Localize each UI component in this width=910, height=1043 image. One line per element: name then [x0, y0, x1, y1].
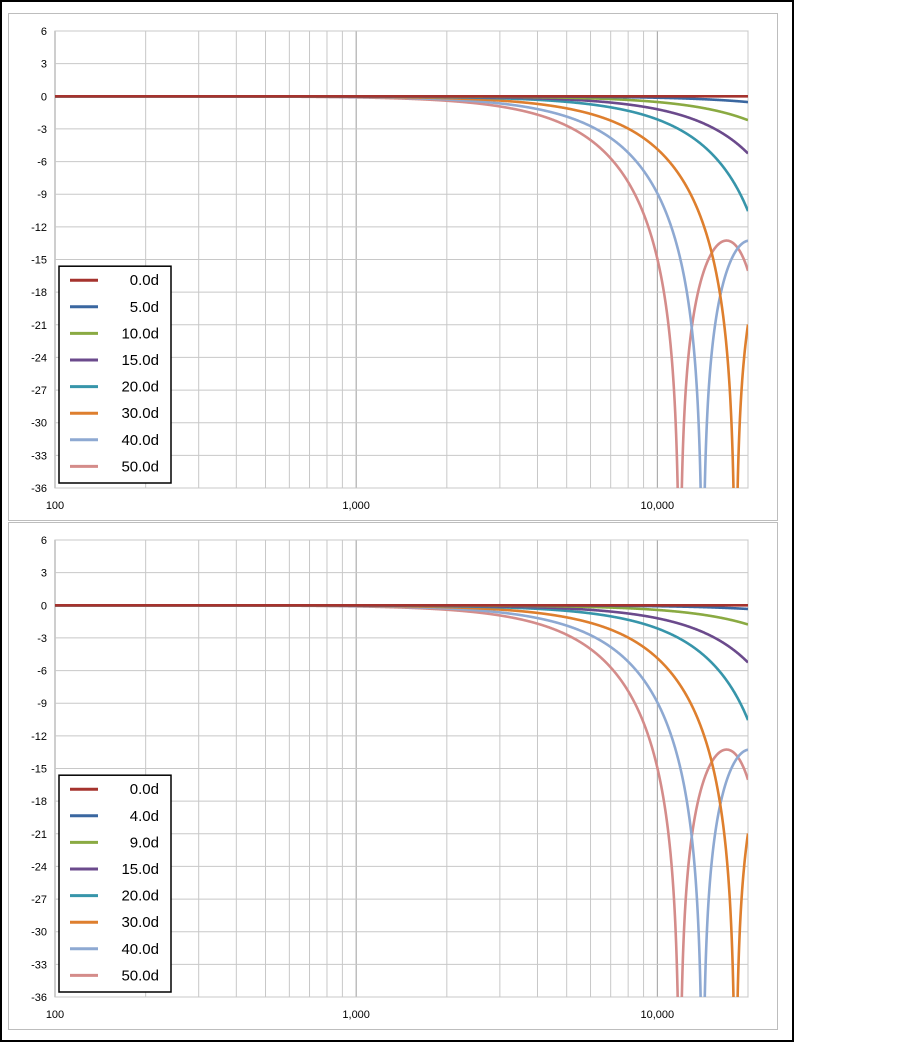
y-tick-label: -6 [37, 666, 47, 678]
y-tick-label: 6 [41, 26, 47, 38]
legend-label: 40.0d [121, 432, 159, 449]
legend-label: 30.0d [121, 405, 159, 422]
chart-1: 6 3 0 -3 -6 -9 -12 -15 -18 -21 -24 -27 -30 -33 -36 100 1… [31, 26, 749, 512]
y-tick-label: 0 [41, 600, 47, 612]
y-tick-label: -15 [31, 764, 47, 776]
y-tick-label: -21 [31, 320, 47, 332]
legend-label: 50.0d [121, 967, 159, 984]
x-tick-label: 1,000 [342, 500, 370, 512]
y-tick-label: -15 [31, 255, 47, 267]
y-tick-label: -36 [31, 992, 47, 1004]
x-tick-label: 100 [46, 500, 64, 512]
y-tick-label: 0 [41, 91, 47, 103]
y-tick-label: -36 [31, 483, 47, 495]
legend-label: 5.0d [130, 299, 159, 316]
y-tick-label: -21 [31, 829, 47, 841]
legend-label: 15.0d [121, 352, 159, 369]
y-tick-label: -24 [31, 861, 47, 873]
y-tick-label: -33 [31, 959, 47, 971]
legend-label: 20.0d [121, 379, 159, 396]
x-tick-label: 10,000 [641, 1009, 675, 1021]
legend-label: 0.0d [130, 272, 159, 289]
legend-label: 30.0d [121, 914, 159, 931]
legend-box [58, 774, 172, 993]
y-tick-label: -18 [31, 287, 47, 299]
x-tick-label: 100 [46, 1009, 64, 1021]
x-tick-label: 10,000 [641, 500, 675, 512]
y-tick-label: -9 [37, 698, 47, 710]
y-tick-label: -3 [37, 633, 47, 645]
legend: 0.0d 4.0d 9.0d 15.0d 20.0d 30.0d 40.0d 50.0d [58, 774, 172, 993]
legend-label: 15.0d [121, 861, 159, 878]
legend-label: 9.0d [130, 834, 159, 851]
y-tick-label: -12 [31, 731, 47, 743]
legend: 0.0d 5.0d 10.0d 15.0d 20.0d 30.0d 40.0d 50.0d [58, 265, 172, 484]
y-tick-label: -9 [37, 189, 47, 201]
y-tick-label: -33 [31, 450, 47, 462]
legend-label: 4.0d [130, 808, 159, 825]
chart-panel-2: 6 3 0 -3 -6 -9 -12 -15 -18 -21 -24 -27 -30 -33 -36 100 1… [8, 522, 778, 1030]
figure-frame: 6 3 0 -3 -6 -9 -12 -15 -18 -21 -24 -27 -30 -33 -36 100 1… [0, 0, 794, 1042]
y-tick-label: 6 [41, 535, 47, 547]
legend-label: 40.0d [121, 941, 159, 958]
legend-label: 10.0d [121, 325, 159, 342]
chart-2: 6 3 0 -3 -6 -9 -12 -15 -18 -21 -24 -27 -30 -33 -36 100 1… [31, 535, 749, 1021]
y-tick-label: -27 [31, 385, 47, 397]
y-tick-label: -3 [37, 124, 47, 136]
y-tick-label: -30 [31, 927, 47, 939]
chart-panel-1: 6 3 0 -3 -6 -9 -12 -15 -18 -21 -24 -27 -30 -33 -36 100 1… [8, 13, 778, 521]
y-tick-label: -30 [31, 418, 47, 430]
y-tick-label: 3 [41, 59, 47, 71]
x-tick-label: 1,000 [342, 1009, 370, 1021]
legend-box [58, 265, 172, 484]
legend-label: 20.0d [121, 888, 159, 905]
y-tick-label: -6 [37, 157, 47, 169]
y-tick-label: -27 [31, 894, 47, 906]
legend-label: 0.0d [130, 781, 159, 798]
series-group [55, 603, 748, 997]
y-tick-label: -18 [31, 796, 47, 808]
legend-label: 50.0d [121, 458, 159, 475]
y-tick-label: -24 [31, 352, 47, 364]
series-group [55, 94, 748, 488]
y-tick-label: 3 [41, 568, 47, 580]
y-tick-label: -12 [31, 222, 47, 234]
